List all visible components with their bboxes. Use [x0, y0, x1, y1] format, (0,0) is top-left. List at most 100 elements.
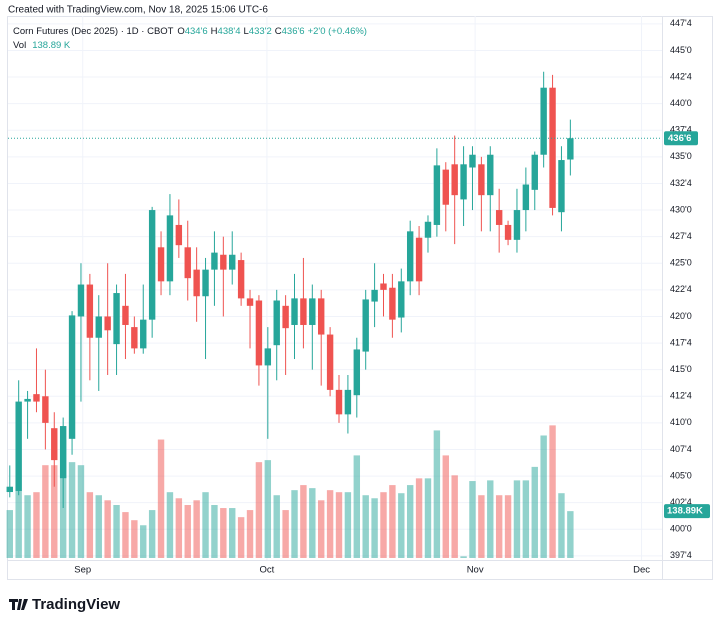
volume-bar: [495, 495, 503, 558]
candle-body: [344, 389, 352, 415]
candle-body: [478, 164, 485, 196]
y-tick-label: 422'4: [670, 284, 692, 294]
candle-body: [415, 237, 423, 282]
volume-bar: [202, 492, 209, 558]
candle-body: [362, 299, 369, 352]
volume-bar: [42, 465, 49, 558]
candle-body: [318, 298, 325, 335]
candle-body: [237, 260, 245, 299]
volume-bar: [131, 520, 138, 558]
candle-body: [42, 396, 49, 423]
candle-body: [389, 287, 396, 320]
brand-logo: TradingView: [9, 596, 120, 613]
volume-label: Vol: [13, 40, 26, 51]
volume-bar: [246, 510, 254, 558]
candle-body: [104, 316, 111, 331]
volume-bar: [24, 495, 31, 558]
volume-bar: [469, 481, 476, 558]
ohlc-label: L: [244, 26, 249, 37]
ohlc-value: 438'4: [218, 26, 241, 37]
volume-value-label: 138.89K: [667, 506, 703, 517]
volume-bar: [77, 465, 85, 558]
volume-bar: [424, 478, 432, 558]
volume-bar: [175, 498, 183, 558]
y-tick-label: 405'0: [670, 470, 692, 480]
candle-body: [33, 394, 40, 402]
chart-frame: [7, 16, 713, 580]
volume-bar: [95, 495, 102, 558]
volume-bar: [433, 430, 441, 558]
candle-body: [522, 184, 530, 211]
volume-bar: [362, 495, 369, 558]
volume-bar: [33, 492, 40, 558]
candle-body: [513, 210, 521, 240]
ohlc-label: C: [275, 26, 282, 37]
volume-bar: [193, 500, 200, 558]
candle-body: [229, 254, 236, 270]
y-tick-label: 437'4: [670, 125, 692, 135]
volume-bar: [220, 508, 227, 558]
brand-name: TradingView: [32, 596, 120, 613]
created-note: Created with TradingView.com, Nov 18, 20…: [8, 5, 268, 16]
candle-body: [300, 298, 307, 325]
volume-bar: [229, 508, 236, 558]
volume-bar: [389, 485, 396, 558]
volume-bar: [513, 480, 521, 558]
candle-body: [567, 138, 574, 160]
volume-bar: [344, 492, 352, 558]
candle-body: [246, 298, 254, 306]
volume-bar: [504, 495, 512, 558]
x-tick-label: Nov: [467, 565, 484, 576]
volume-bar: [451, 475, 458, 558]
volume-bar: [460, 556, 467, 558]
y-tick-label: 400'0: [670, 524, 692, 534]
y-tick-label: 425'0: [670, 258, 692, 268]
candle-body: [371, 289, 378, 302]
candle-body: [15, 401, 22, 491]
candle-body: [6, 486, 13, 493]
y-tick-label: 445'0: [670, 45, 692, 55]
volume-bar: [415, 478, 423, 558]
candle-body: [51, 428, 58, 461]
candle-body: [531, 154, 538, 190]
candle-body: [442, 169, 449, 205]
volume-bar: [487, 480, 494, 558]
volume-bar: [335, 492, 343, 558]
volume-bar: [291, 490, 298, 558]
volume-bar: [478, 495, 485, 558]
candle-body: [86, 284, 94, 338]
y-tick-label: 415'0: [670, 364, 692, 374]
volume-bar: [148, 510, 156, 558]
volume-bar: [300, 485, 307, 558]
candle-body: [122, 305, 129, 325]
candle-body: [264, 348, 272, 366]
x-tick-label: Dec: [633, 565, 650, 576]
volume-bar: [282, 510, 289, 558]
last-price-label: 436'6: [668, 133, 691, 144]
volume-bar: [184, 505, 191, 558]
candle-body: [273, 300, 280, 346]
last-price-box: [664, 131, 698, 146]
candle-body: [460, 164, 467, 200]
volume-bar: [6, 510, 13, 558]
y-tick-label: 402'4: [670, 497, 692, 507]
candle-body: [549, 87, 556, 208]
y-tick-label: 447'4: [670, 18, 692, 28]
ohlc-label: H: [211, 26, 218, 37]
y-tick-label: 435'0: [670, 151, 692, 161]
candle-body: [406, 231, 414, 282]
volume-bar: [522, 480, 530, 558]
volume-bar: [442, 455, 449, 558]
symbol: Corn Futures (Dec 2025) · 1D · CBOT: [13, 26, 174, 37]
volume-bar: [309, 488, 316, 558]
volume-bar: [318, 500, 325, 558]
candle-body: [291, 298, 298, 325]
candle-body: [504, 224, 512, 240]
volume-bar: [353, 455, 361, 558]
volume-bar: [140, 525, 147, 558]
y-tick-label: 397'4: [670, 550, 692, 560]
candle-body: [77, 284, 85, 317]
volume-bar: [540, 435, 547, 558]
volume-value-box: [664, 504, 710, 519]
candle-body: [335, 389, 343, 415]
